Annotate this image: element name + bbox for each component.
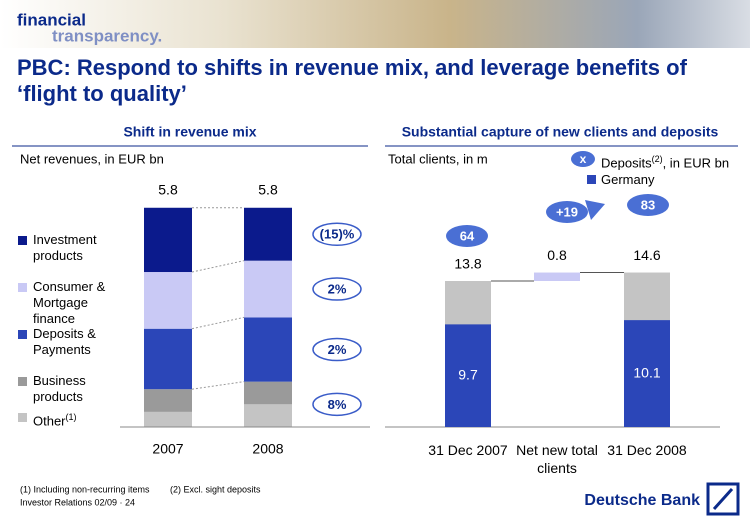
bar-segment: [144, 207, 192, 273]
deposit-label: 64: [460, 228, 475, 243]
legend-swatch: [18, 413, 27, 422]
footnote: (2) Excl. sight deposits: [170, 484, 261, 494]
connector: [191, 260, 245, 273]
footnote: (1) Including non-recurring items: [20, 484, 150, 494]
slide-title: ‘flight to quality’: [17, 81, 187, 106]
total-label: 5.8: [158, 181, 178, 197]
category-label: Net new total clients: [516, 442, 598, 476]
bar-segment: [244, 317, 292, 382]
change-label: 2%: [328, 281, 347, 296]
value-label: 14.6: [633, 247, 660, 263]
footnote: Investor Relations 02/09 · 24: [20, 497, 135, 507]
bar-segment: [144, 389, 192, 412]
legend-label: Deposits(2), in EUR bn: [601, 151, 750, 171]
legend-marker: [571, 151, 595, 167]
category-label: 2008: [252, 441, 283, 457]
label-part: Other: [33, 413, 66, 429]
brand: Deutsche Bank: [584, 492, 700, 509]
header-banner: [0, 0, 750, 48]
value-label: 9.7: [458, 366, 478, 382]
bar: [534, 272, 580, 281]
legend-swatch: [18, 330, 27, 339]
category-label: 2007: [152, 441, 183, 457]
legend-swatch: [587, 175, 596, 184]
label-part: Consumer & Mortgage finance: [33, 279, 106, 326]
label-part: , in EUR bn: [662, 155, 730, 171]
legend-label: Other(1): [33, 409, 133, 429]
footnote-marker: (1): [65, 412, 77, 422]
deposit-label: +19: [556, 204, 578, 219]
deposit-bubble: [446, 225, 488, 247]
bar-segment: [144, 328, 192, 390]
legend-label: Consumer & Mortgage finance: [33, 279, 133, 327]
slide-title: PBC: Respond to shifts in revenue mix, a…: [17, 55, 688, 80]
legend-swatch: [18, 236, 27, 245]
change-bubble: [312, 222, 362, 246]
bar-segment: [144, 272, 192, 329]
value-label: 10.1: [633, 364, 660, 380]
label-part: Investment products: [33, 232, 97, 263]
chart-subtitle: Total clients, in m: [388, 151, 488, 166]
deposit-bubble: [546, 201, 588, 223]
bar-segment: [244, 260, 292, 318]
bar-segment: [244, 207, 292, 261]
category-label: 31 Dec 2007: [428, 442, 508, 458]
legend-swatch: [18, 377, 27, 386]
logo-text: transparency.: [52, 26, 162, 45]
change-label: (15)%: [320, 227, 355, 242]
change-label: 8%: [328, 397, 347, 412]
bar-segment: [244, 404, 292, 427]
category-label: 31 Dec 2008: [607, 442, 687, 458]
legend-label: Investment products: [33, 232, 133, 264]
deposit-label: 83: [641, 197, 655, 212]
bar-segment: [244, 381, 292, 405]
footnote-marker: (2): [651, 154, 663, 164]
chart-subtitle: Net revenues, in EUR bn: [20, 151, 164, 166]
brand-logo: [706, 482, 740, 516]
legend-swatch: [18, 283, 27, 292]
logo-text: financial: [17, 10, 86, 29]
legend-label: Deposits & Payments: [33, 326, 133, 358]
arrow-head: [585, 200, 605, 220]
bar-segment: [144, 411, 192, 427]
section-title: Substantial capture of new clients and d…: [402, 124, 719, 140]
deposit-bubble: [627, 194, 669, 216]
connector: [191, 316, 245, 330]
section-title: Shift in revenue mix: [123, 124, 256, 140]
change-bubble: [312, 392, 362, 417]
change-label: 2%: [328, 342, 347, 357]
change-bubble: [312, 337, 362, 362]
legend-label: Business products: [33, 373, 133, 405]
label-part: Deposits & Payments: [33, 326, 96, 357]
label-part: Deposits: [601, 155, 652, 171]
change-bubble: [312, 277, 362, 301]
value-label: 13.8: [454, 256, 481, 272]
bar-segment: [445, 324, 491, 427]
brand-logo: [712, 487, 734, 511]
legend-marker-label: x: [580, 152, 587, 166]
legend-label: Germany: [601, 172, 655, 187]
connector: [191, 381, 245, 390]
label-part: Business products: [33, 373, 86, 404]
bar-segment: [624, 320, 670, 427]
value-label: 0.8: [547, 247, 567, 263]
total-label: 5.8: [258, 181, 278, 197]
